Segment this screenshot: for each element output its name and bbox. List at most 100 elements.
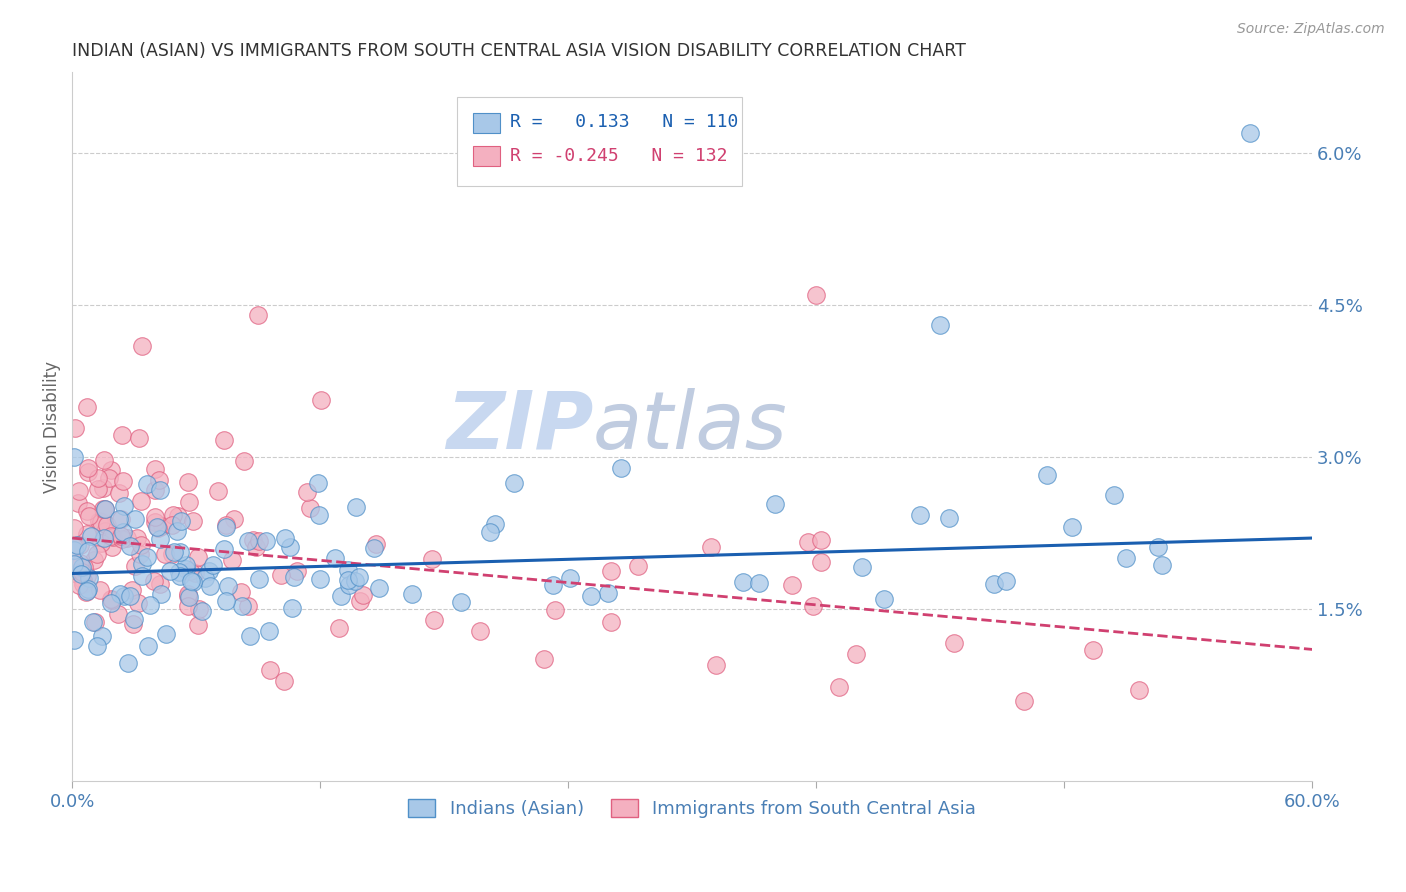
Point (108, 586, 131, 600)
Point (94, 502, 117, 516)
Point (994, 574, 1017, 588)
Point (70, 560, 93, 574)
Point (143, 574, 166, 588)
Point (89, 582, 111, 597)
Point (131, 569, 153, 583)
Point (1239, 126, 1261, 140)
Point (337, 578, 360, 592)
Point (72, 559, 94, 574)
Point (299, 500, 322, 515)
Point (247, 534, 270, 549)
Point (143, 483, 166, 497)
Point (110, 512, 132, 526)
Point (330, 589, 353, 603)
Point (828, 680, 851, 694)
Point (363, 541, 385, 555)
Point (149, 532, 172, 546)
Point (347, 570, 370, 584)
Point (100, 593, 122, 607)
Point (84, 615, 107, 629)
Point (229, 585, 252, 599)
Point (63, 540, 86, 554)
Point (146, 519, 169, 533)
Point (274, 531, 297, 545)
Point (121, 582, 143, 597)
Point (238, 533, 260, 548)
Point (76, 583, 98, 598)
Point (127, 596, 149, 610)
Point (270, 568, 292, 582)
Y-axis label: Vision Disability: Vision Disability (44, 360, 60, 492)
Point (100, 529, 122, 543)
Point (112, 589, 135, 603)
Point (93, 531, 115, 545)
Point (238, 599, 260, 613)
Point (86, 639, 108, 653)
Point (239, 629, 262, 643)
Text: INDIAN (ASIAN) VS IMMIGRANTS FROM SOUTH CENTRAL ASIA VISION DISABILITY CORRELATI: INDIAN (ASIAN) VS IMMIGRANTS FROM SOUTH … (72, 42, 966, 60)
Point (76, 568, 98, 582)
Point (280, 600, 302, 615)
Point (283, 570, 305, 584)
Point (91, 481, 114, 495)
Point (247, 309, 270, 323)
Point (63, 633, 86, 648)
Point (170, 514, 193, 528)
Point (67, 578, 90, 592)
Point (69, 556, 91, 570)
Point (242, 533, 264, 547)
Point (75, 584, 97, 599)
Point (484, 516, 506, 531)
Point (91, 501, 114, 516)
Point (198, 579, 221, 593)
Point (810, 533, 832, 548)
Point (202, 558, 225, 573)
Point (167, 509, 190, 524)
Point (97, 470, 120, 484)
Point (167, 565, 190, 579)
Point (259, 664, 281, 678)
FancyBboxPatch shape (472, 146, 501, 166)
Point (502, 476, 524, 491)
Point (181, 575, 204, 590)
Point (76, 526, 98, 541)
Point (86, 482, 108, 496)
Point (323, 551, 346, 566)
Point (221, 553, 243, 567)
Point (285, 564, 308, 578)
Point (69, 566, 91, 581)
Point (143, 515, 166, 529)
Point (215, 517, 238, 532)
Point (128, 431, 150, 445)
Point (108, 486, 131, 500)
Point (72, 573, 94, 587)
Point (349, 594, 371, 608)
Point (245, 540, 267, 554)
Point (149, 483, 172, 497)
Point (131, 557, 153, 571)
Point (67, 559, 90, 574)
Point (177, 494, 200, 508)
Point (136, 476, 159, 491)
Point (112, 499, 135, 513)
Point (100, 592, 122, 607)
Point (1102, 488, 1125, 502)
Point (401, 586, 423, 600)
Point (111, 532, 134, 546)
Point (1081, 643, 1104, 657)
Point (72, 565, 94, 579)
Point (626, 559, 648, 574)
Point (596, 586, 619, 600)
Point (124, 558, 146, 573)
Point (942, 636, 965, 650)
Point (87, 470, 110, 484)
Point (801, 599, 824, 614)
Point (187, 549, 209, 564)
Point (149, 577, 172, 591)
Point (1012, 694, 1035, 708)
Point (364, 536, 387, 550)
Point (76, 582, 98, 597)
Point (129, 494, 152, 508)
Point (699, 540, 721, 554)
Point (148, 473, 170, 487)
